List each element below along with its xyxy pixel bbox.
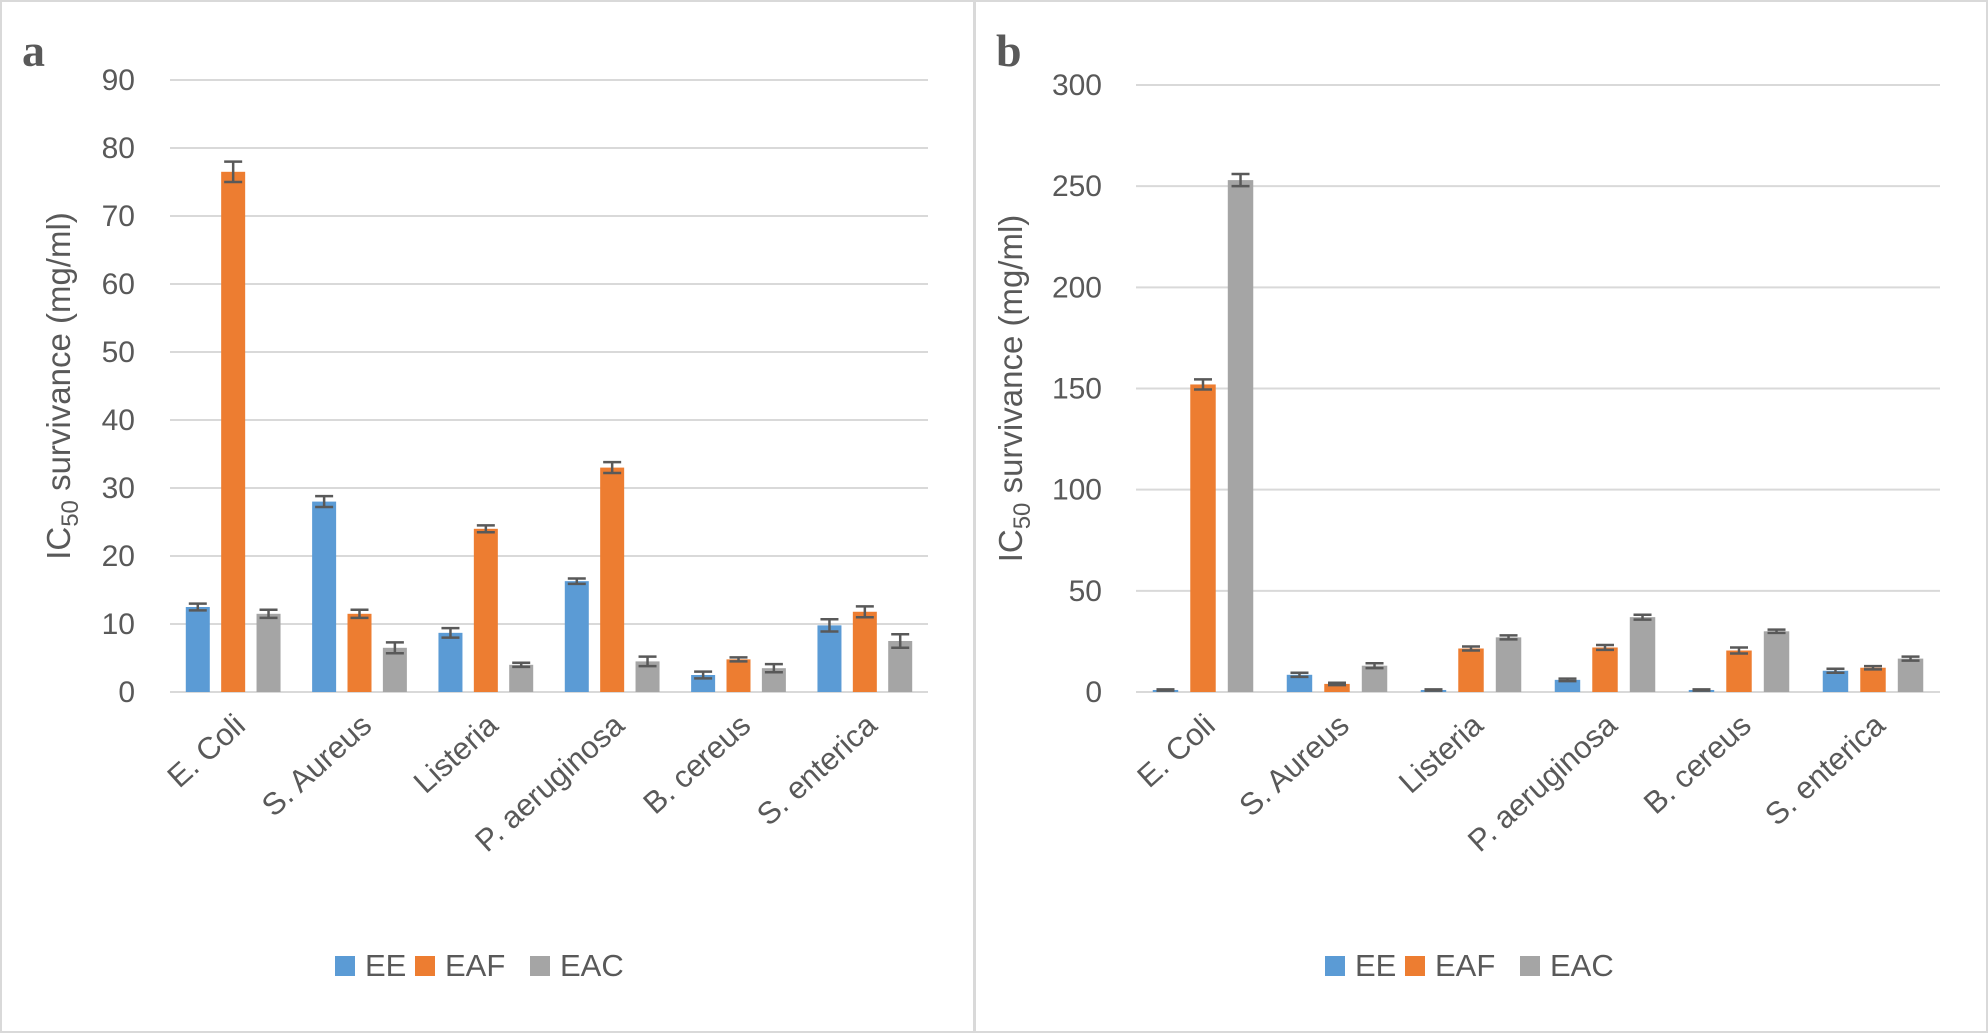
panel-b-frame xyxy=(974,0,1988,1033)
y-tick-label: 60 xyxy=(102,268,135,301)
y-tick-label: 0 xyxy=(118,676,135,709)
y-axis-title-rest: survivance (mg/ml) xyxy=(40,212,77,500)
bar-eac-0 xyxy=(256,613,281,692)
bar-ee-5 xyxy=(1822,670,1849,692)
y-axis-title-subscript: 50 xyxy=(57,500,84,527)
y-tick-label: 20 xyxy=(102,540,135,573)
bar-eaf-1 xyxy=(1324,683,1350,692)
bar-ee-1 xyxy=(1286,674,1313,692)
legend-label: EAC xyxy=(560,948,624,983)
bar-eaf-1 xyxy=(347,613,372,692)
bar-eaf-0 xyxy=(1190,384,1216,692)
bar-ee-3 xyxy=(564,581,589,692)
y-tick-label: 150 xyxy=(1052,373,1102,406)
legend-label: EE xyxy=(365,948,406,983)
y-axis-title-subscript: 50 xyxy=(1009,503,1036,530)
bar-eac-1 xyxy=(1361,665,1388,692)
panel-label: a xyxy=(22,25,45,76)
y-tick-label: 10 xyxy=(102,608,135,641)
bar-eaf-5 xyxy=(852,611,877,692)
legend-swatch-eaf xyxy=(415,956,435,976)
bar-eaf-4 xyxy=(1726,650,1752,692)
bar-eac-4 xyxy=(761,668,786,692)
y-tick-label: 30 xyxy=(102,472,135,505)
y-axis-title-rest: survivance (mg/ml) xyxy=(992,215,1029,503)
bar-ee-3 xyxy=(1554,679,1581,692)
bar-eaf-4 xyxy=(726,659,751,692)
bar-eaf-2 xyxy=(1458,648,1484,692)
bar-ee-0 xyxy=(185,607,210,692)
y-axis-title-main: IC xyxy=(992,529,1029,562)
bar-eaf-5 xyxy=(1860,667,1886,692)
legend-label: EAC xyxy=(1550,948,1614,983)
bar-eaf-0 xyxy=(221,171,246,693)
panel-a-frame xyxy=(0,0,975,1033)
legend-swatch-ee xyxy=(1325,956,1345,976)
bar-eac-1 xyxy=(382,647,407,692)
bar-eac-0 xyxy=(1227,180,1254,692)
y-tick-label: 70 xyxy=(102,200,135,233)
y-tick-label: 50 xyxy=(102,336,135,369)
bar-eaf-3 xyxy=(600,467,625,692)
bar-ee-1 xyxy=(312,501,337,692)
legend-label: EAF xyxy=(445,948,505,983)
bar-eac-5 xyxy=(888,641,913,692)
y-axis-title: IC50 survivance (mg/ml) xyxy=(40,212,84,560)
y-tick-label: 200 xyxy=(1052,271,1102,304)
legend-swatch-eaf xyxy=(1405,956,1425,976)
bar-eaf-3 xyxy=(1592,647,1618,692)
y-tick-label: 80 xyxy=(102,132,135,165)
bar-ee-2 xyxy=(438,632,463,692)
legend-label: EE xyxy=(1355,948,1396,983)
y-tick-label: 0 xyxy=(1085,676,1102,709)
bar-eac-5 xyxy=(1897,658,1924,692)
panel-label: b xyxy=(996,25,1022,76)
y-tick-label: 40 xyxy=(102,404,135,437)
y-axis-title-main: IC xyxy=(40,527,77,560)
bar-ee-5 xyxy=(817,625,842,692)
bar-eac-2 xyxy=(1495,637,1522,692)
y-tick-label: 100 xyxy=(1052,474,1102,507)
y-tick-label: 90 xyxy=(102,64,135,97)
y-tick-label: 250 xyxy=(1052,170,1102,203)
legend-label: EAF xyxy=(1435,948,1495,983)
bar-eac-2 xyxy=(509,664,534,692)
y-tick-label: 50 xyxy=(1069,575,1102,608)
bar-eac-3 xyxy=(1629,617,1656,692)
y-tick-label: 300 xyxy=(1052,69,1102,102)
legend-swatch-eac xyxy=(530,956,550,976)
bar-eaf-2 xyxy=(473,528,498,692)
y-axis-title: IC50 survivance (mg/ml) xyxy=(992,215,1036,563)
bar-eac-4 xyxy=(1763,631,1790,692)
legend-swatch-eac xyxy=(1520,956,1540,976)
legend-swatch-ee xyxy=(335,956,355,976)
